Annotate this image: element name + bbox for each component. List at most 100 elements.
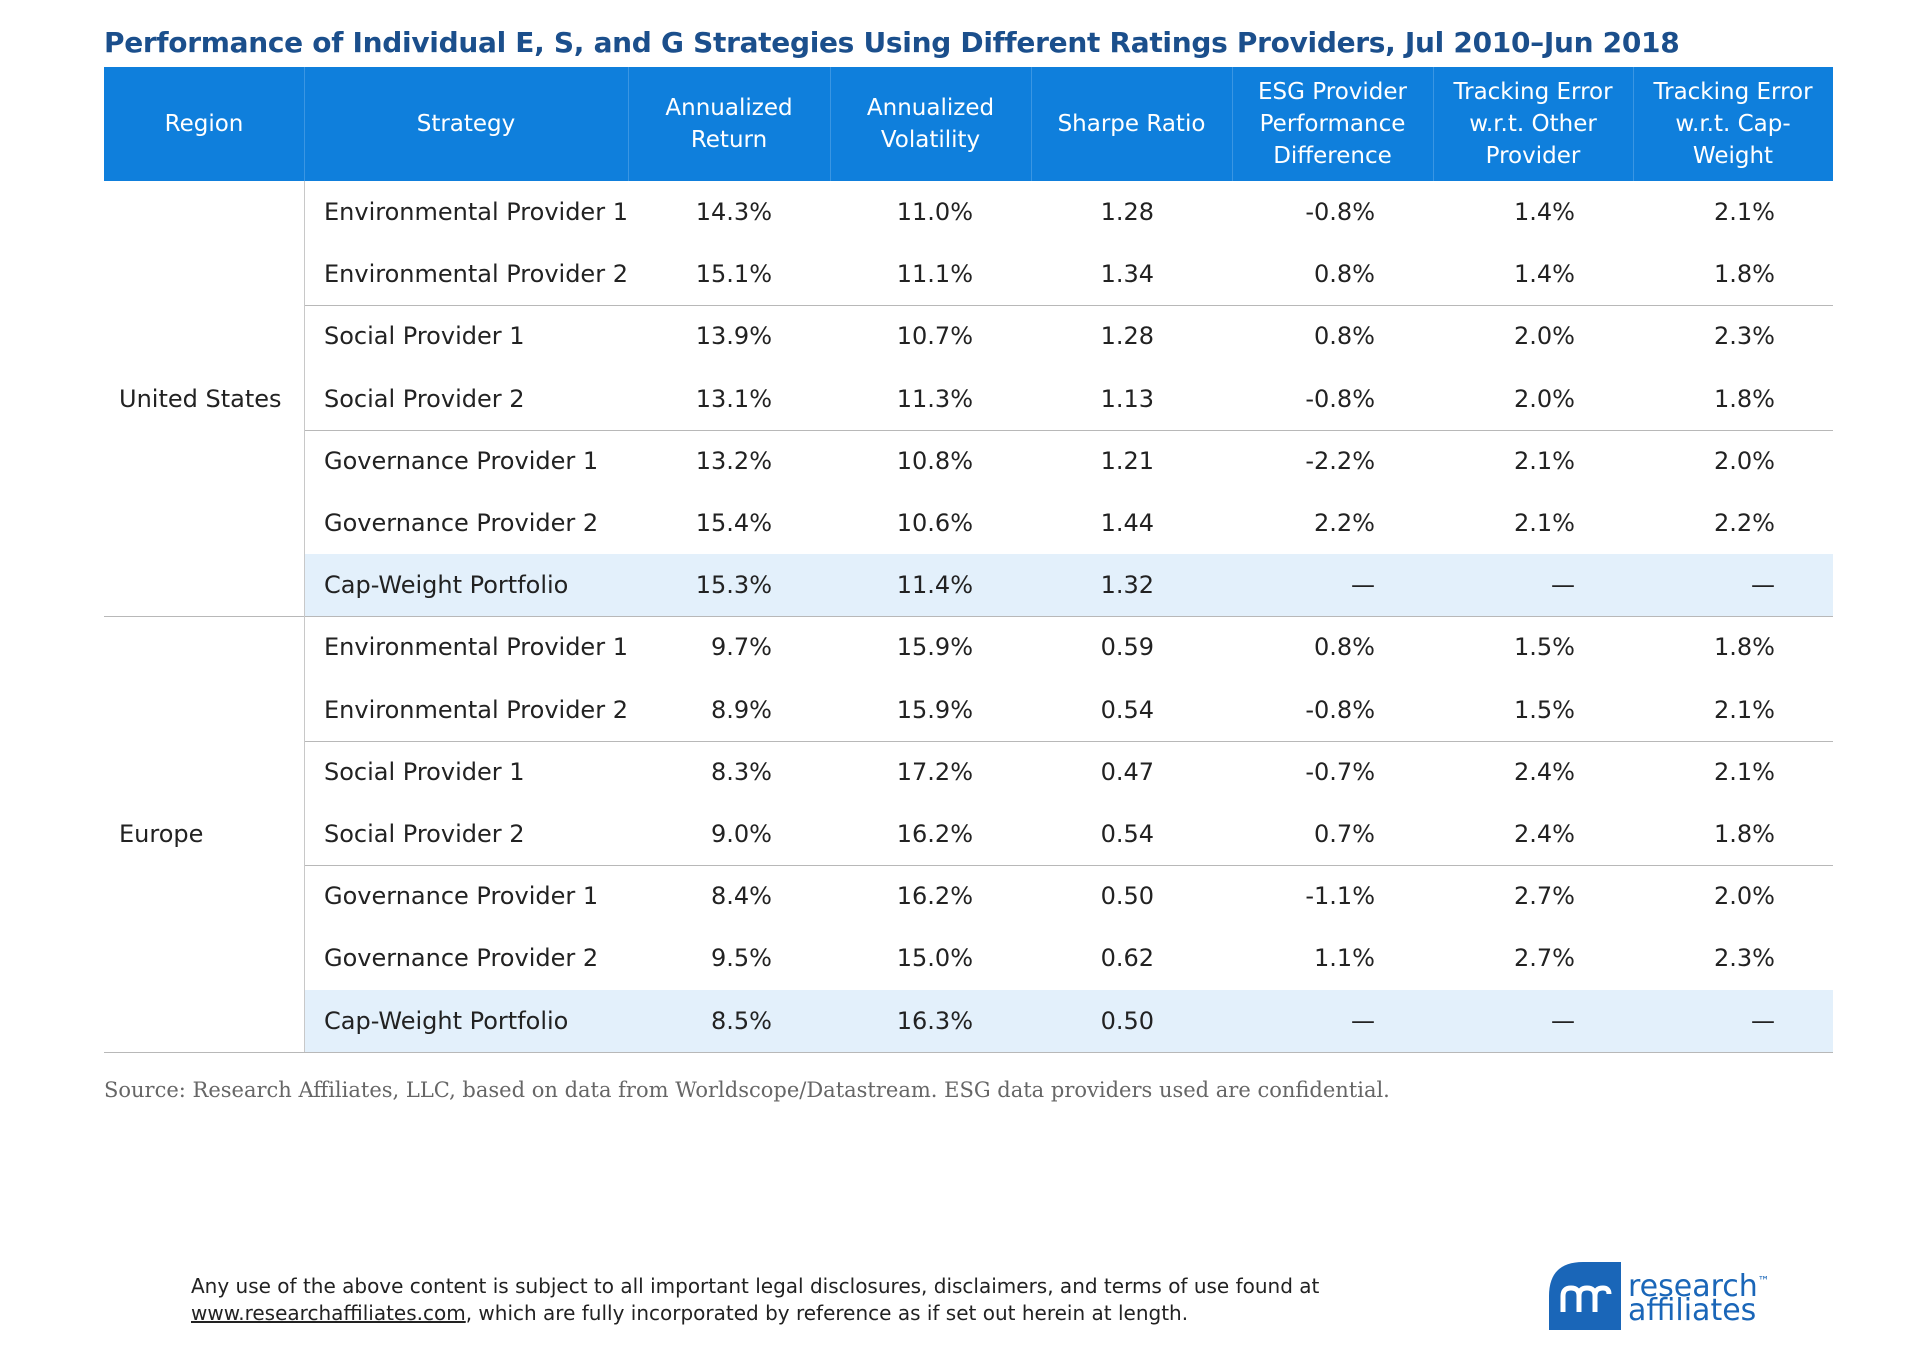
- row-divider: [304, 429, 1833, 431]
- value-cell: 15.1%: [695, 260, 772, 289]
- value-cell: 2.7%: [1514, 882, 1575, 911]
- value-cell: 2.2%: [1714, 509, 1775, 538]
- value-cell: 1.28: [1100, 198, 1154, 227]
- logo-word: affiliates: [1628, 1293, 1757, 1328]
- value-cell: 9.7%: [711, 633, 772, 662]
- value-cell: 2.1%: [1714, 757, 1775, 786]
- value-cell: —: [1751, 571, 1775, 600]
- header-separator: [628, 67, 629, 181]
- value-cell: 2.4%: [1514, 757, 1575, 786]
- value-cell: 17.2%: [896, 757, 973, 786]
- value-cell: 1.8%: [1714, 633, 1775, 662]
- value-cell: -0.8%: [1305, 384, 1375, 413]
- strategy-cell: Social Provider 2: [324, 820, 525, 849]
- value-cell: -1.1%: [1305, 882, 1375, 911]
- row-divider: [304, 865, 1833, 867]
- value-cell: 2.0%: [1714, 882, 1775, 911]
- header-separator: [1433, 67, 1434, 181]
- logo-text: research™: [1628, 1266, 1770, 1302]
- value-cell: —: [1551, 571, 1575, 600]
- value-cell: 2.3%: [1714, 322, 1775, 351]
- value-cell: 0.54: [1100, 820, 1154, 849]
- disclaimer: www.researchaffiliates.com, which are fu…: [191, 1301, 1188, 1325]
- strategy-cell: Governance Provider 1: [324, 446, 599, 475]
- value-cell: 11.1%: [896, 260, 973, 289]
- value-cell: 1.8%: [1714, 384, 1775, 413]
- value-cell: 8.5%: [711, 1006, 772, 1035]
- value-cell: 10.6%: [896, 509, 973, 538]
- value-cell: 2.1%: [1514, 446, 1575, 475]
- column-header: Region: [104, 67, 304, 181]
- website-link[interactable]: www.researchaffiliates.com: [191, 1301, 466, 1325]
- column-header: Strategy: [304, 67, 628, 181]
- trademark: ™: [1757, 1274, 1770, 1288]
- value-cell: —: [1551, 1006, 1575, 1035]
- value-cell: 1.44: [1100, 509, 1154, 538]
- value-cell: 0.50: [1100, 1006, 1154, 1035]
- value-cell: 15.9%: [896, 695, 973, 724]
- region-divider: [304, 616, 305, 1052]
- value-cell: 2.3%: [1714, 944, 1775, 973]
- value-cell: 2.7%: [1514, 944, 1575, 973]
- row-divider: [304, 305, 1833, 307]
- strategy-cell: Cap-Weight Portfolio: [324, 1006, 569, 1035]
- logo-word: research: [1628, 1269, 1758, 1304]
- strategy-cell: Governance Provider 2: [324, 944, 599, 973]
- value-cell: 2.4%: [1514, 820, 1575, 849]
- value-cell: 1.4%: [1514, 260, 1575, 289]
- header-separator: [304, 67, 305, 181]
- region-cell: United States: [119, 384, 282, 413]
- value-cell: 2.1%: [1514, 509, 1575, 538]
- source-note: Source: Research Affiliates, LLC, based …: [104, 1078, 1390, 1102]
- region-cell: Europe: [119, 820, 204, 849]
- value-cell: 0.8%: [1314, 633, 1375, 662]
- value-cell: 8.4%: [711, 882, 772, 911]
- strategy-cell: Governance Provider 1: [324, 882, 599, 911]
- column-header: ESG Provider Performance Difference: [1232, 67, 1433, 181]
- value-cell: 13.2%: [695, 446, 772, 475]
- value-cell: 1.21: [1100, 446, 1154, 475]
- header-separator: [830, 67, 831, 181]
- value-cell: -2.2%: [1305, 446, 1375, 475]
- value-cell: 2.0%: [1514, 384, 1575, 413]
- group-divider: [104, 616, 1833, 618]
- value-cell: 15.0%: [896, 944, 973, 973]
- row-divider: [304, 740, 1833, 742]
- value-cell: —: [1351, 571, 1375, 600]
- value-cell: 15.9%: [896, 633, 973, 662]
- strategy-cell: Environmental Provider 1: [324, 633, 628, 662]
- value-cell: 15.4%: [695, 509, 772, 538]
- region-divider: [304, 181, 305, 617]
- value-cell: 10.7%: [896, 322, 973, 351]
- value-cell: 1.5%: [1514, 633, 1575, 662]
- value-cell: 1.8%: [1714, 820, 1775, 849]
- value-cell: 11.3%: [896, 384, 973, 413]
- value-cell: 0.62: [1100, 944, 1154, 973]
- value-cell: 1.4%: [1514, 198, 1575, 227]
- value-cell: -0.8%: [1305, 695, 1375, 724]
- value-cell: 2.1%: [1714, 695, 1775, 724]
- value-cell: 0.59: [1100, 633, 1154, 662]
- value-cell: 0.8%: [1314, 260, 1375, 289]
- title: Performance of Individual E, S, and G St…: [104, 26, 1680, 59]
- value-cell: 8.3%: [711, 757, 772, 786]
- value-cell: 2.2%: [1314, 509, 1375, 538]
- column-header: Tracking Error w.r.t. Cap-Weight: [1633, 67, 1833, 181]
- value-cell: -0.7%: [1305, 757, 1375, 786]
- strategy-cell: Environmental Provider 2: [324, 260, 628, 289]
- disclaimer: Any use of the above content is subject …: [191, 1274, 1320, 1298]
- value-cell: 16.2%: [896, 882, 973, 911]
- column-header: Annualized Volatility: [830, 67, 1031, 181]
- value-cell: 1.13: [1100, 384, 1154, 413]
- group-divider: [104, 1051, 1833, 1053]
- value-cell: 11.0%: [896, 198, 973, 227]
- value-cell: 0.8%: [1314, 322, 1375, 351]
- value-cell: 9.5%: [711, 944, 772, 973]
- strategy-cell: Environmental Provider 1: [324, 198, 628, 227]
- value-cell: 0.50: [1100, 882, 1154, 911]
- value-cell: 1.28: [1100, 322, 1154, 351]
- disclaimer-text: , which are fully incorporated by refere…: [465, 1301, 1189, 1325]
- strategy-cell: Social Provider 2: [324, 384, 525, 413]
- value-cell: 10.8%: [896, 446, 973, 475]
